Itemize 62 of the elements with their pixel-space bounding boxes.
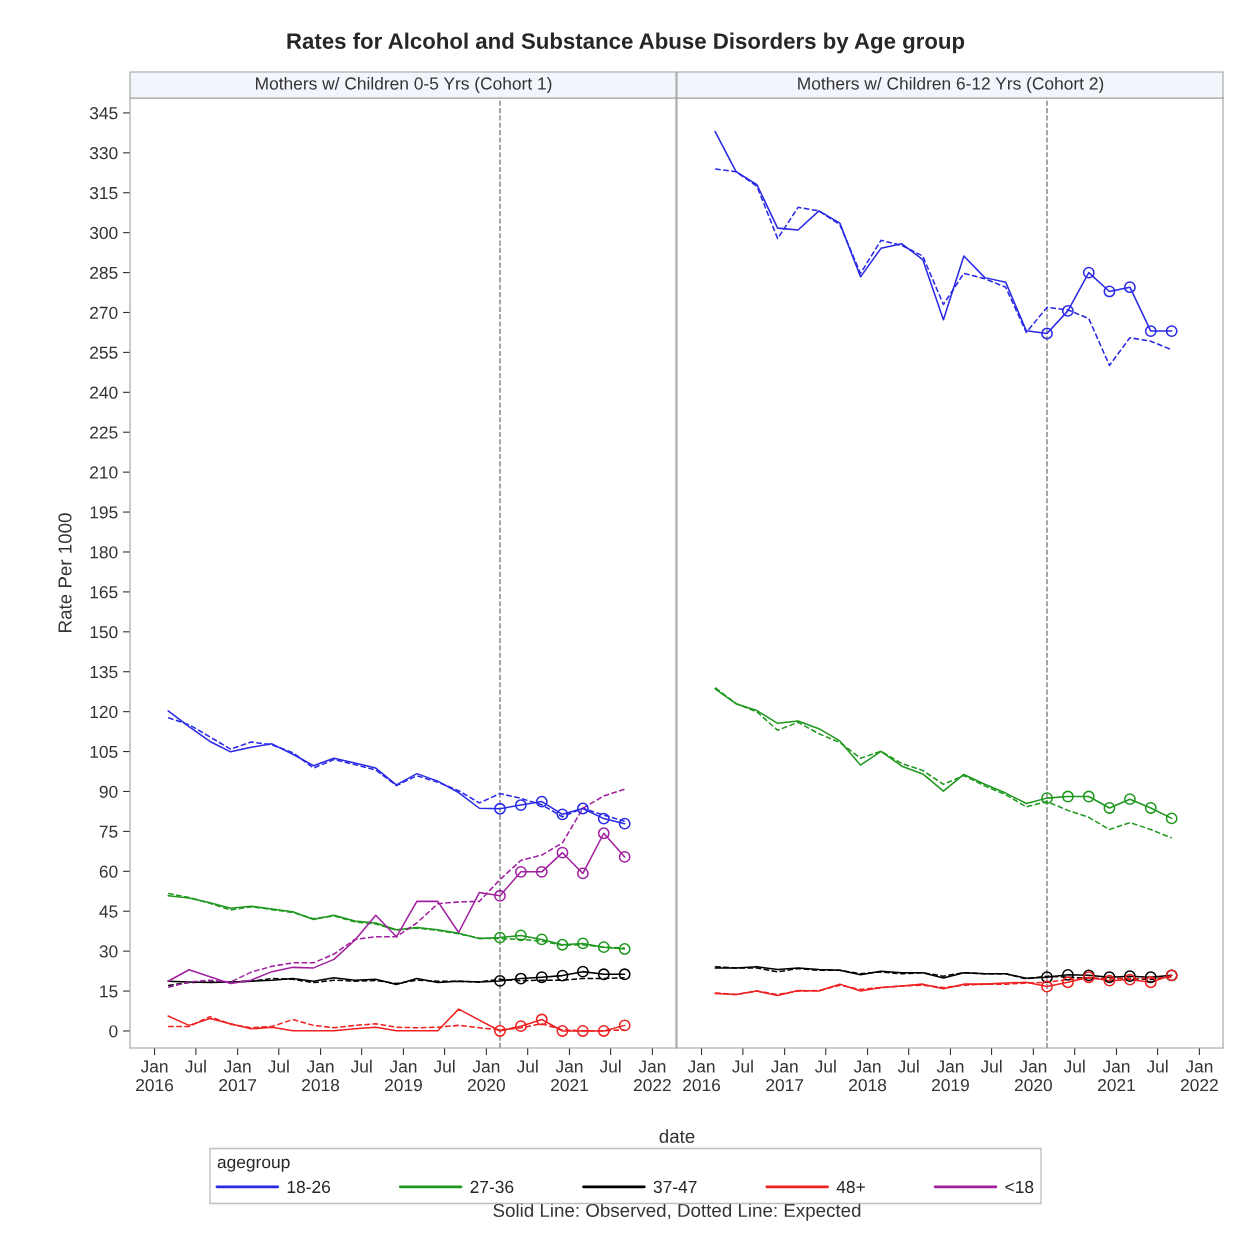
y-tick-label: 90 xyxy=(99,785,118,798)
x-axis-title: date xyxy=(659,1129,695,1144)
x-tick-label: Jul xyxy=(433,1059,455,1073)
y-tick-label: 15 xyxy=(100,985,118,998)
x-tick-label: Jan 2021 xyxy=(1098,1060,1135,1092)
legend-label: 37-47 xyxy=(653,1180,697,1194)
x-tick-label: Jan 2017 xyxy=(766,1060,804,1092)
y-tick-label: 105 xyxy=(90,745,118,759)
y-tick-label: 240 xyxy=(90,386,118,399)
text: Solid Line: Observed, Dotted Line: Expected xyxy=(493,1203,861,1221)
x-tick-label: Jul xyxy=(267,1059,289,1073)
x-tick-label: Jan 2016 xyxy=(683,1060,721,1092)
y-axis-title: Rate Per 1000 xyxy=(58,513,72,632)
y-tick-label: 255 xyxy=(90,346,118,359)
y-tick-label: 345 xyxy=(89,107,118,120)
y-tick-label: 285 xyxy=(90,266,118,280)
y-tick-label: 0 xyxy=(109,1025,118,1038)
x-tick-label: Jan 2020 xyxy=(467,1060,505,1092)
x-tick-label: Jul xyxy=(185,1059,206,1073)
y-tick-label: 180 xyxy=(90,546,118,559)
chart-title: Rates for Alcohol and Substance Abuse Disorders by Age group xyxy=(287,32,965,54)
x-tick-label: Jul xyxy=(980,1059,1002,1073)
y-tick-label: 225 xyxy=(90,426,118,439)
y-tick-label: 60 xyxy=(99,865,118,878)
x-tick-label: Jan 2021 xyxy=(551,1060,588,1092)
y-tick-label: 120 xyxy=(90,705,118,719)
x-tick-label: Jan 2017 xyxy=(219,1060,257,1092)
x-tick-label: Jan 2022 xyxy=(633,1060,671,1092)
x-tick-label: Jul xyxy=(350,1059,372,1073)
x-tick-label: Jan 2020 xyxy=(1014,1060,1052,1092)
y-tick-label: 330 xyxy=(89,146,118,160)
x-tick-label: Jul xyxy=(1146,1059,1168,1073)
y-tick-label: 165 xyxy=(90,586,118,599)
x-tick-label: Jul xyxy=(814,1059,836,1073)
legend-label: 18-26 xyxy=(287,1180,331,1194)
x-tick-label: Jan 2018 xyxy=(302,1060,340,1092)
x-tick-label: Jul xyxy=(599,1059,621,1073)
y-tick-label: 75 xyxy=(99,825,118,838)
legend-title: agegroup xyxy=(217,1158,290,1172)
x-tick-label: Jan 2016 xyxy=(136,1060,174,1092)
legend-label: 48+ xyxy=(836,1180,865,1194)
y-tick-label: 150 xyxy=(90,625,118,639)
legend-label: 27-36 xyxy=(470,1180,514,1194)
x-tick-label: Jul xyxy=(516,1059,538,1073)
x-tick-label: Jul xyxy=(897,1059,919,1073)
y-tick-label: 210 xyxy=(90,466,118,479)
chart-subtitle: Mothers w/ Children 0-5 Yrs (Cohort 1) xyxy=(256,76,552,94)
y-tick-label: 45 xyxy=(99,905,118,918)
x-tick-label: Jan 2019 xyxy=(932,1060,969,1092)
x-tick-label: Jan 2019 xyxy=(385,1060,422,1092)
legend-label: <18 xyxy=(1005,1180,1034,1194)
y-tick-label: 270 xyxy=(90,306,118,319)
x-tick-label: Jul xyxy=(732,1059,753,1073)
y-tick-label: 135 xyxy=(90,665,118,679)
y-tick-label: 30 xyxy=(99,945,118,958)
chart-subtitle: Mothers w/ Children 6-12 Yrs (Cohort 2) xyxy=(798,76,1104,94)
x-tick-label: Jan 2018 xyxy=(849,1060,887,1092)
y-tick-label: 300 xyxy=(89,226,118,240)
x-tick-label: Jan 2022 xyxy=(1180,1060,1218,1092)
x-tick-label: Jul xyxy=(1063,1059,1085,1073)
y-tick-label: 195 xyxy=(90,506,118,519)
y-tick-label: 315 xyxy=(89,186,118,200)
